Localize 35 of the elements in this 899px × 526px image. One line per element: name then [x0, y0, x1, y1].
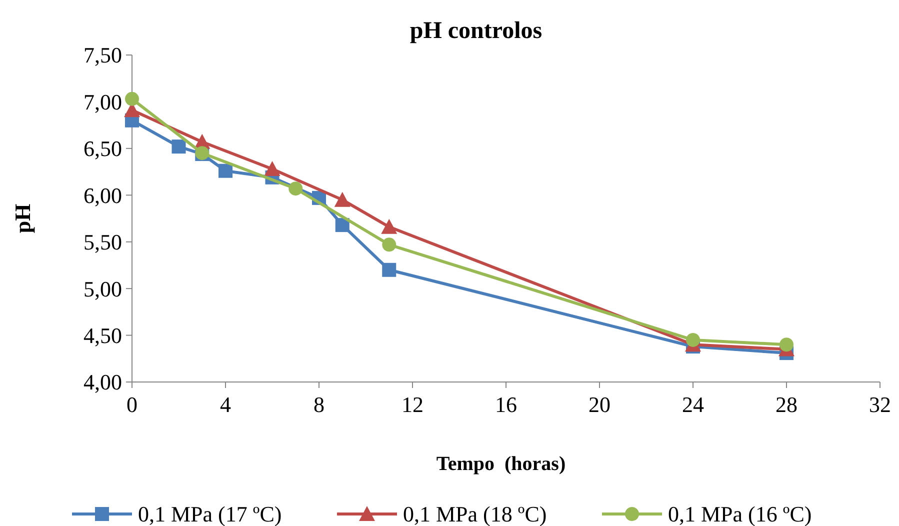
x-tick-label: 8 [314, 392, 324, 417]
x-tick-label: 0 [126, 392, 138, 417]
y-tick-label: 6,50 [84, 136, 122, 162]
y-tick-label: 4,00 [84, 370, 122, 395]
point [288, 182, 303, 196]
point [218, 164, 232, 178]
y-tick-label: 5,00 [84, 276, 122, 302]
y-tick-label: 5,50 [84, 230, 122, 255]
y-axis-title: pH [10, 204, 35, 234]
point [382, 238, 396, 252]
x-tick-label: 20 [588, 392, 610, 417]
x-tick-label: 28 [776, 392, 798, 417]
point [334, 192, 350, 207]
point [780, 338, 794, 352]
x-axis-title: Tempo (horas) [436, 453, 566, 475]
legend-label: 0,1 MPa (18 ºC) [403, 502, 547, 526]
x-tick-label: 32 [869, 392, 891, 417]
point [264, 160, 280, 176]
point [172, 140, 186, 154]
point [125, 92, 139, 106]
y-tick-label: 7,50 [84, 42, 122, 68]
x-tick-label: 12 [402, 392, 424, 417]
y-tick-label: 6,00 [84, 182, 122, 208]
point [335, 218, 350, 232]
point [686, 332, 700, 347]
x-tick-label: 16 [495, 392, 517, 417]
point [382, 262, 396, 277]
chart-title: pH controlos [410, 18, 542, 44]
y-tick-label: 4,50 [84, 322, 122, 348]
legend-label: 0,1 MPa (17 ºC) [138, 502, 282, 526]
x-tick-label: 4 [220, 392, 231, 417]
x-tick-label: 24 [682, 392, 704, 417]
point [381, 218, 398, 234]
legend-label: 0,1 MPa (16 ºC) [668, 502, 812, 526]
y-tick-label: 7,00 [84, 89, 122, 114]
